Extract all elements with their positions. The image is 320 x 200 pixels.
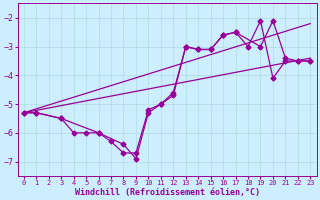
X-axis label: Windchill (Refroidissement éolien,°C): Windchill (Refroidissement éolien,°C)	[75, 188, 260, 197]
